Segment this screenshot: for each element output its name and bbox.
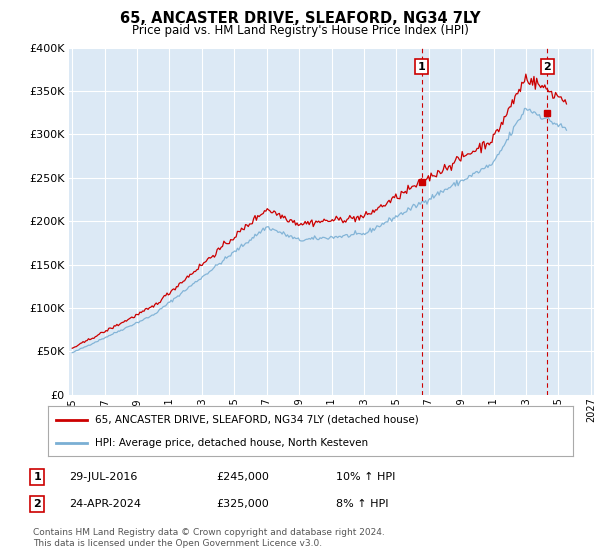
Text: Price paid vs. HM Land Registry's House Price Index (HPI): Price paid vs. HM Land Registry's House … — [131, 24, 469, 36]
Text: 10% ↑ HPI: 10% ↑ HPI — [336, 472, 395, 482]
Text: 2: 2 — [34, 499, 41, 509]
Text: 65, ANCASTER DRIVE, SLEAFORD, NG34 7LY (detached house): 65, ANCASTER DRIVE, SLEAFORD, NG34 7LY (… — [95, 414, 419, 424]
Text: 24-APR-2024: 24-APR-2024 — [69, 499, 141, 509]
Text: 2: 2 — [543, 62, 551, 72]
Text: Contains HM Land Registry data © Crown copyright and database right 2024.
This d: Contains HM Land Registry data © Crown c… — [33, 528, 385, 548]
Text: 8% ↑ HPI: 8% ↑ HPI — [336, 499, 389, 509]
Text: 65, ANCASTER DRIVE, SLEAFORD, NG34 7LY: 65, ANCASTER DRIVE, SLEAFORD, NG34 7LY — [120, 11, 480, 26]
Text: 1: 1 — [418, 62, 425, 72]
Text: £245,000: £245,000 — [216, 472, 269, 482]
Text: 29-JUL-2016: 29-JUL-2016 — [69, 472, 137, 482]
Text: HPI: Average price, detached house, North Kesteven: HPI: Average price, detached house, Nort… — [95, 438, 368, 448]
Text: 1: 1 — [34, 472, 41, 482]
Text: £325,000: £325,000 — [216, 499, 269, 509]
